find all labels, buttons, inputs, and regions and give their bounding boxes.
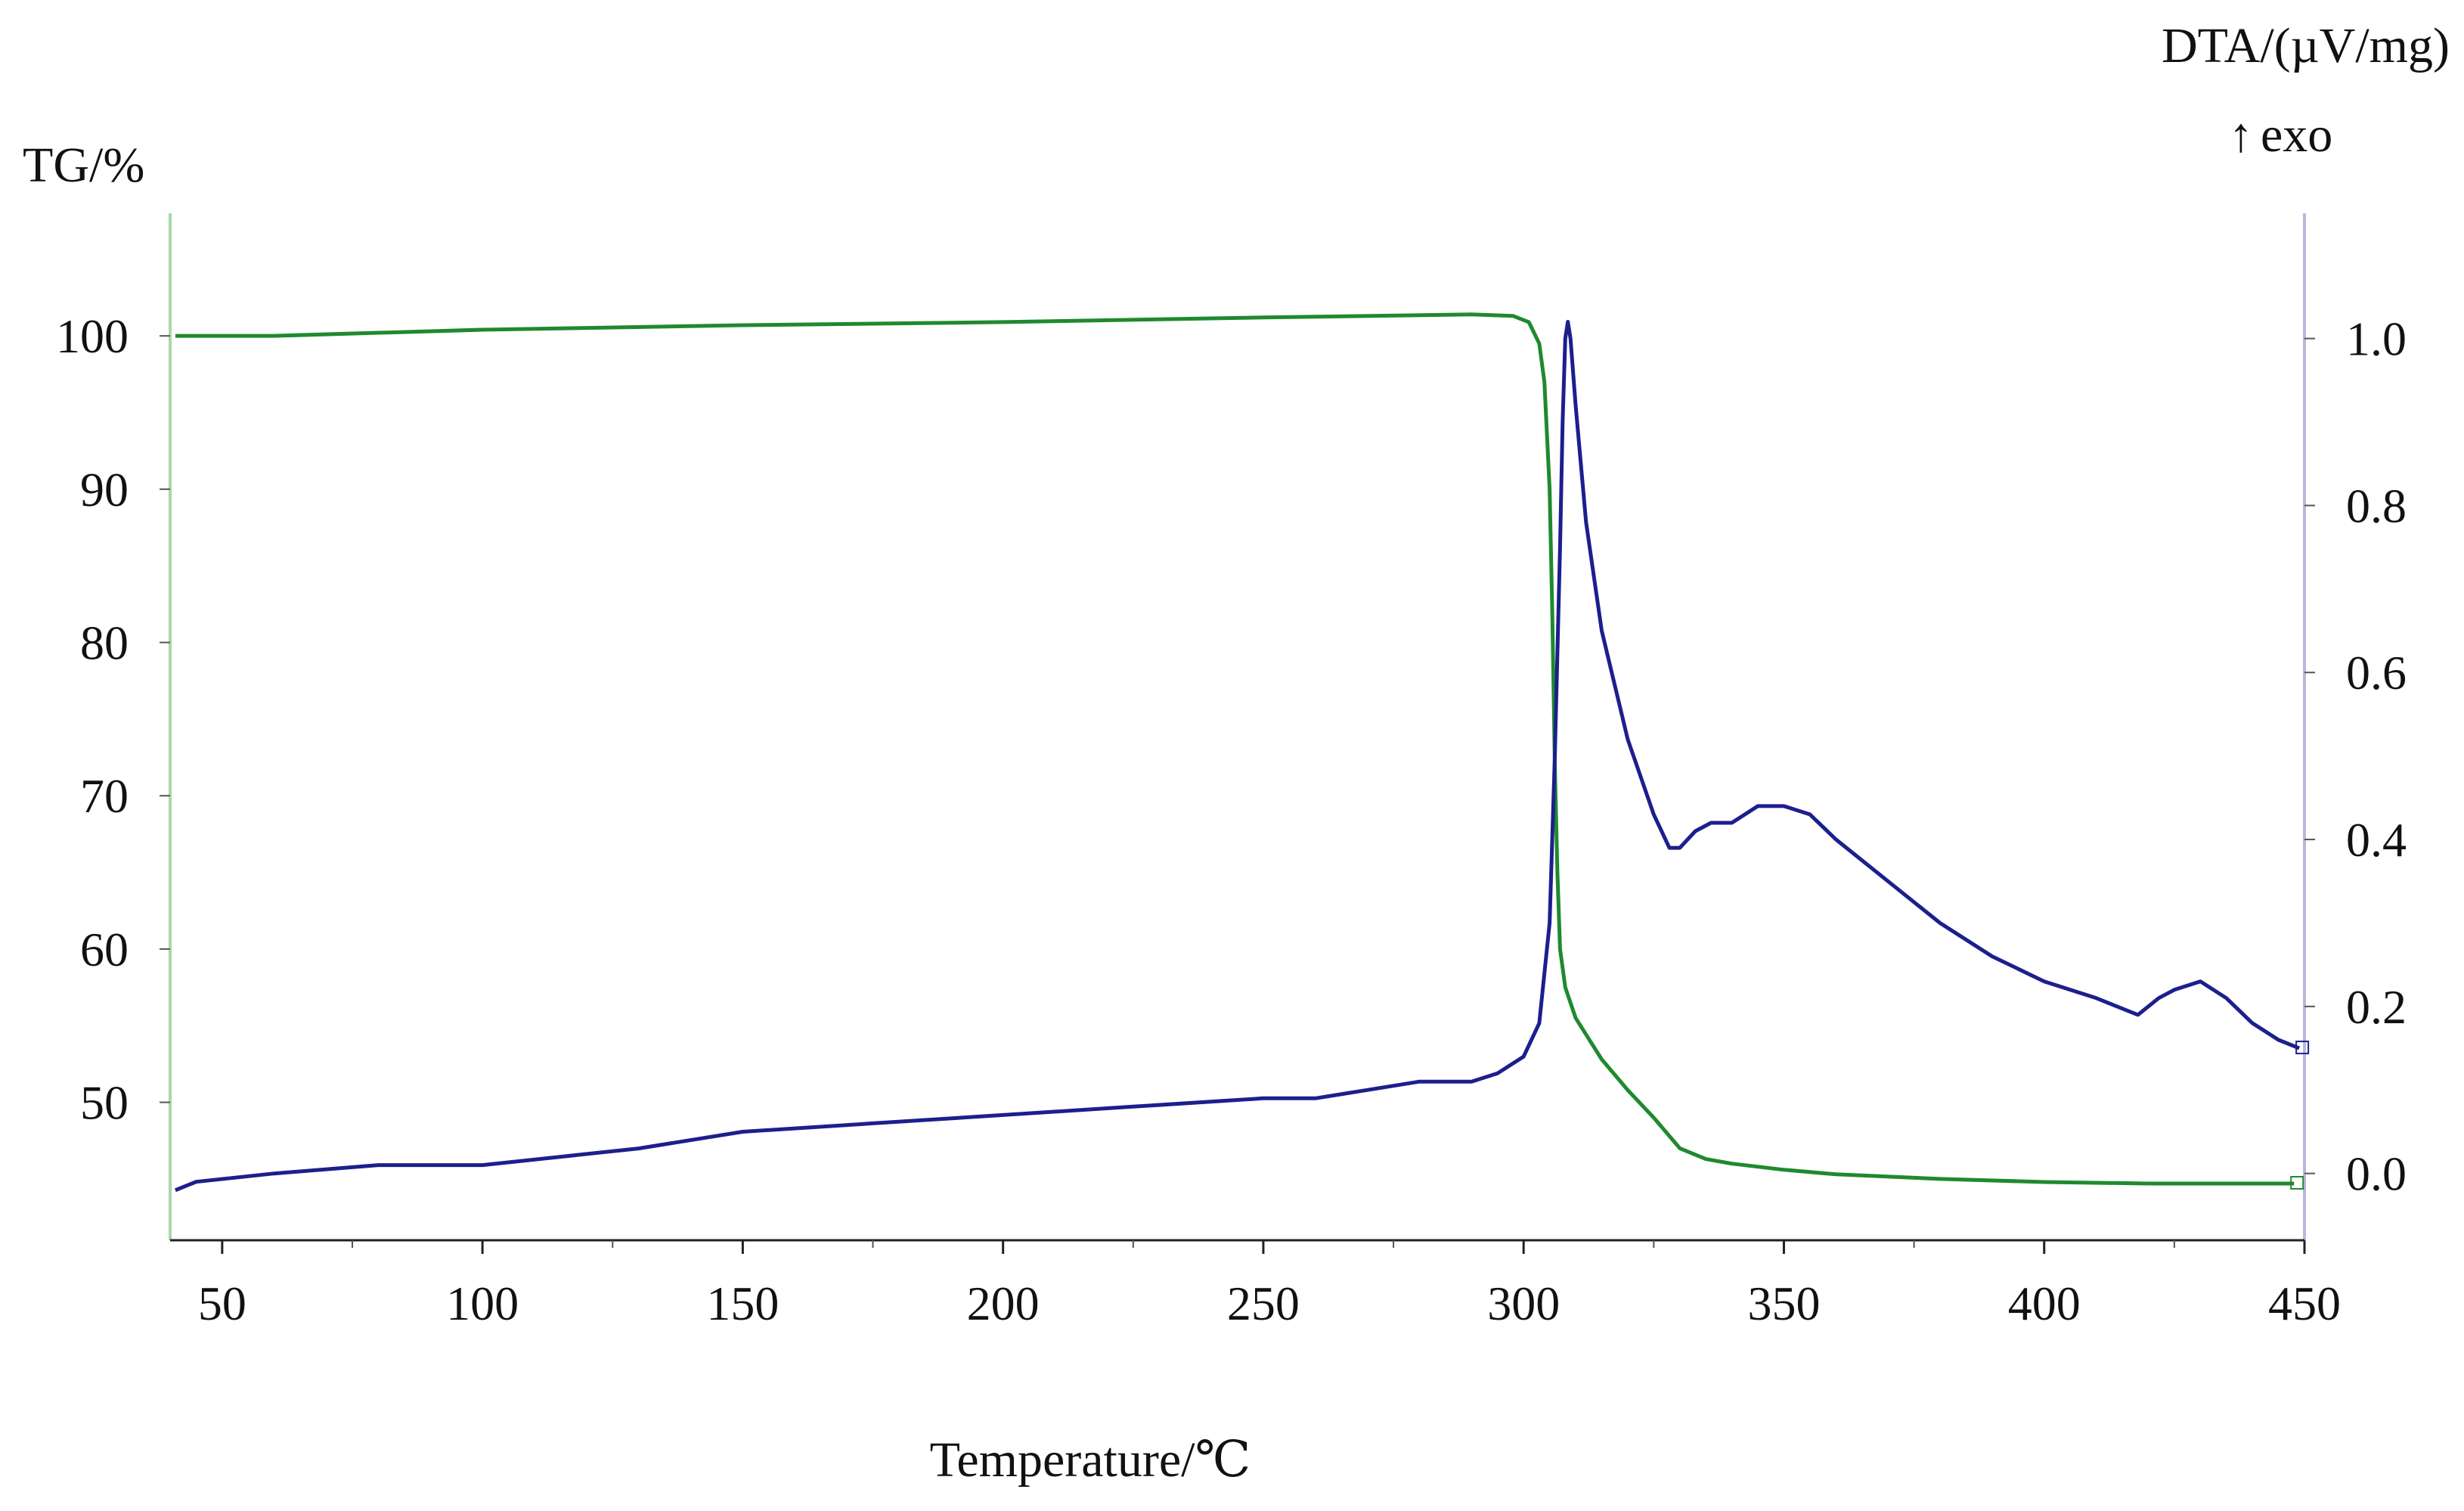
left-tick-label-90: 90 — [80, 463, 129, 517]
left-tick-label-80: 80 — [80, 616, 129, 670]
dta-end-marker — [2295, 1041, 2310, 1055]
right-axis-title: DTA/(µV/mg) — [2162, 18, 2450, 73]
left-axis-ticks: 50 60 70 80 90 100 — [56, 309, 170, 1130]
left-tick-label-70: 70 — [80, 769, 129, 823]
right-axis-ticks: 0.0 0.2 0.4 0.6 0.8 1.0 — [2304, 312, 2407, 1201]
right-tick-label-0.6: 0.6 — [2346, 646, 2407, 700]
x-tick-label-450: 450 — [2268, 1277, 2341, 1330]
x-tick-label-300: 300 — [1487, 1277, 1560, 1330]
right-tick-label-1.0: 1.0 — [2346, 312, 2407, 366]
left-tick-label-60: 60 — [80, 923, 129, 976]
x-tick-label-100: 100 — [446, 1277, 519, 1330]
series-layer — [174, 312, 2310, 1193]
right-tick-label-0.8: 0.8 — [2346, 479, 2407, 532]
x-tick-label-250: 250 — [1227, 1277, 1300, 1330]
x-tick-label-400: 400 — [2008, 1277, 2081, 1330]
right-tick-label-0.4: 0.4 — [2346, 813, 2407, 867]
left-tick-label-50: 50 — [80, 1076, 129, 1130]
right-tick-label-0.0: 0.0 — [2346, 1147, 2407, 1201]
right-tick-label-0.2: 0.2 — [2346, 980, 2407, 1034]
x-axis-title: Temperature/℃ — [930, 1432, 1251, 1488]
tg-end-marker — [2290, 1176, 2304, 1190]
left-tick-label-100: 100 — [56, 309, 129, 363]
dta-curve — [174, 320, 2301, 1193]
x-tick-label-150: 150 — [706, 1277, 779, 1330]
x-tick-label-200: 200 — [967, 1277, 1040, 1330]
exo-annotation: exo — [2261, 107, 2332, 163]
x-tick-label-50: 50 — [198, 1277, 246, 1330]
exo-arrow-icon: ↑ — [2229, 108, 2253, 162]
x-tick-label-350: 350 — [1747, 1277, 1820, 1330]
left-axis-title: TG/% — [23, 138, 144, 193]
tg-curve — [175, 312, 2295, 1186]
x-axis-ticks: 50 100 150 200 250 300 350 400 450 — [198, 1240, 2341, 1330]
